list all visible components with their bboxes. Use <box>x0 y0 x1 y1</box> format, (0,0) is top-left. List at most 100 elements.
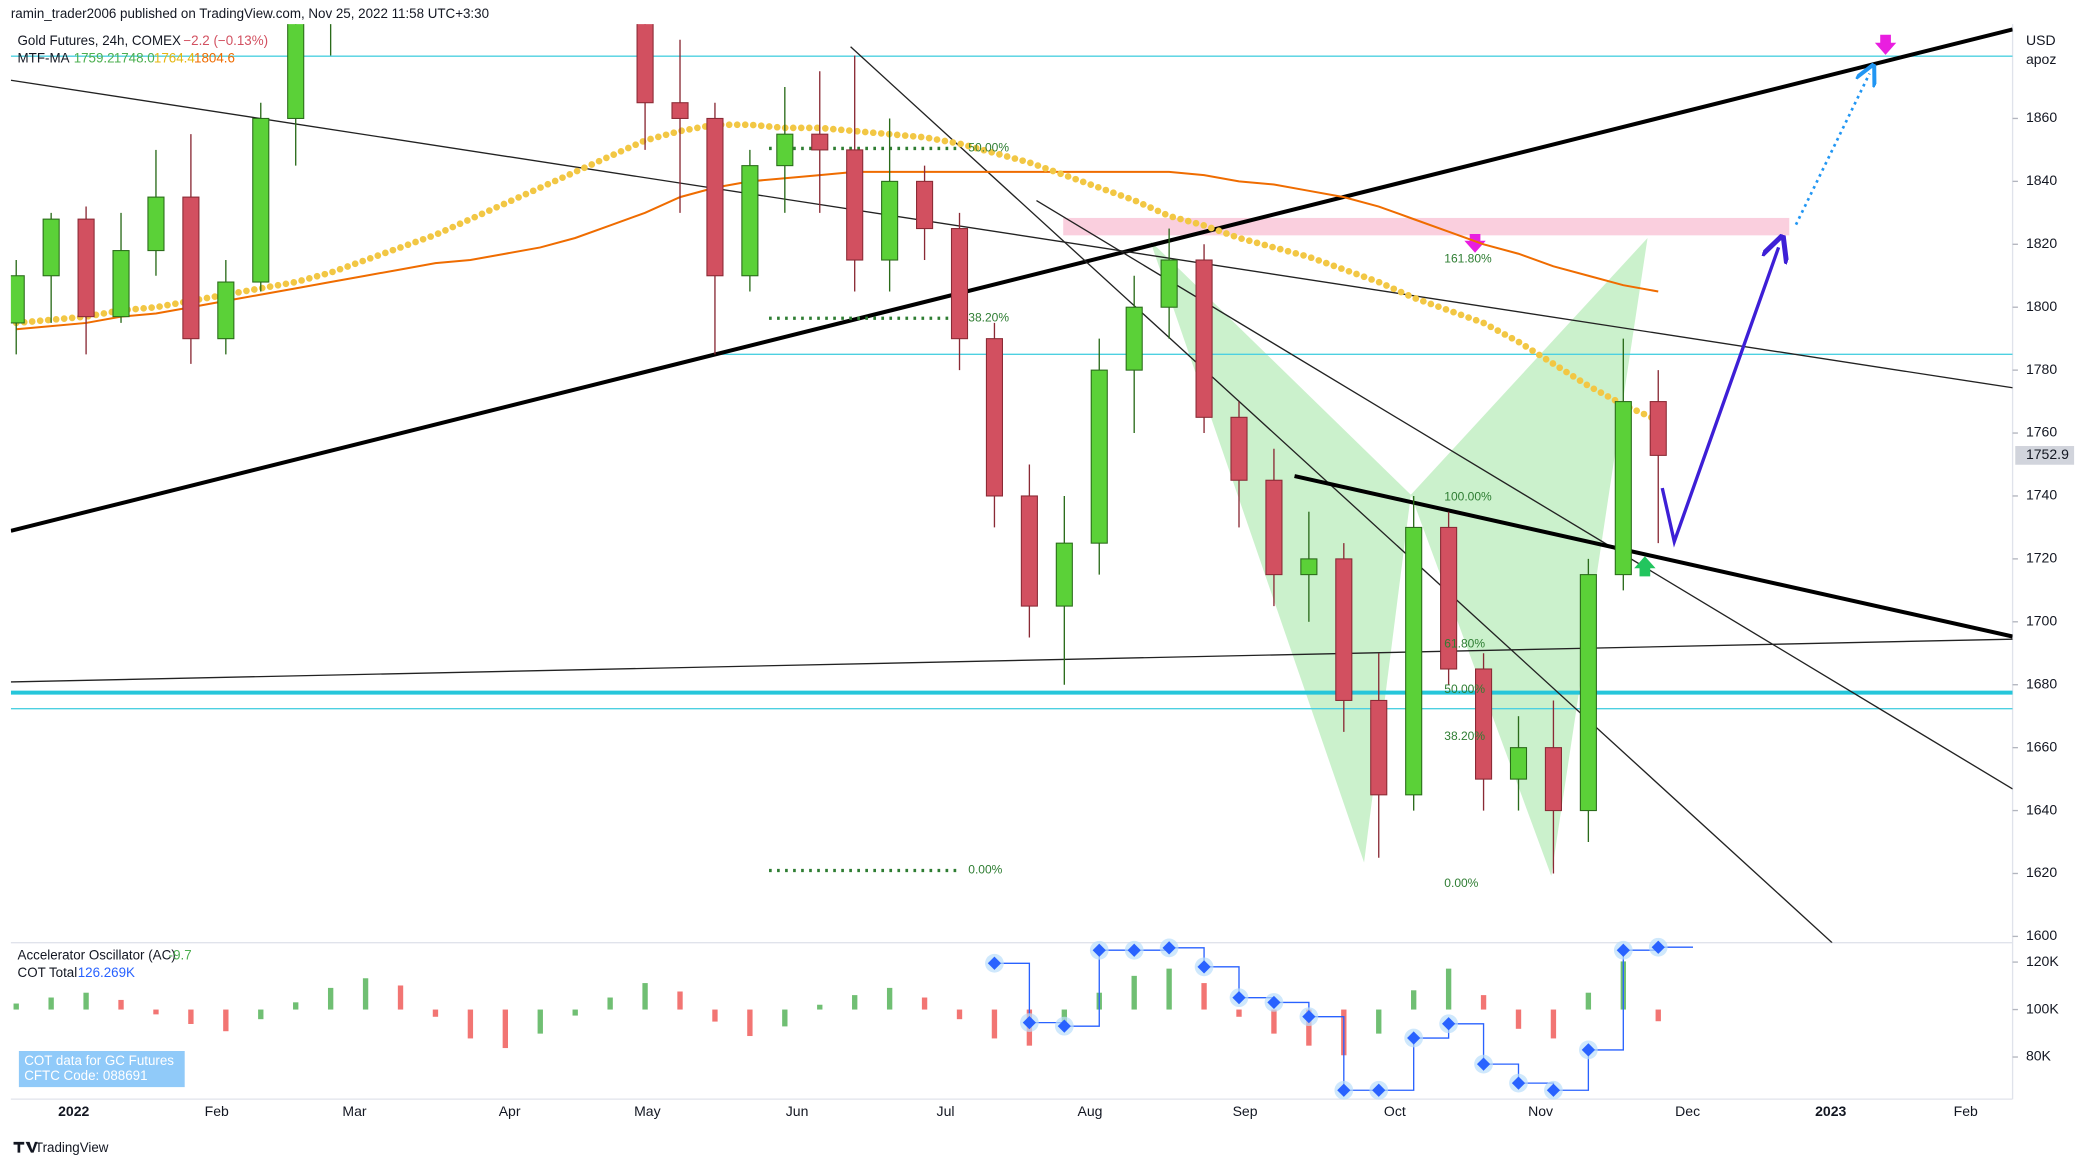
cot-point <box>1232 991 1246 1005</box>
cot-point <box>1337 1083 1351 1097</box>
candle-body <box>1020 495 1038 607</box>
cot-point <box>1476 1057 1491 1071</box>
ac-bar <box>432 1009 439 1017</box>
candle-body <box>706 117 724 277</box>
ac-bar <box>677 991 683 1010</box>
candle-body <box>112 250 130 318</box>
ac-bar <box>258 1009 264 1020</box>
ac-bar <box>991 1009 998 1039</box>
resistance-zone <box>1063 217 1790 236</box>
ac-bar <box>502 1009 509 1049</box>
ac-bar <box>1480 995 1487 1010</box>
ac-bar <box>118 999 124 1010</box>
candle-body <box>1614 401 1632 576</box>
footer: TradingView <box>35 1140 109 1155</box>
unit: apoz <box>2026 51 2056 67</box>
currency: USD <box>2026 32 2056 48</box>
mtf-label: MTF-MA <box>18 50 70 65</box>
y-tick-label: 1620 <box>2026 864 2057 880</box>
candle-body <box>1649 401 1667 456</box>
ac-bar <box>747 1009 753 1037</box>
candle-body <box>217 281 235 340</box>
y-tick-label: 1640 <box>2026 801 2057 817</box>
candle-body <box>1125 306 1143 371</box>
cot-tick-label: 100K <box>2026 1000 2059 1016</box>
cot-point <box>1092 943 1106 957</box>
cot-point <box>1581 1043 1595 1057</box>
cot-total: 126.269K <box>78 965 135 980</box>
y-tick-label: 1720 <box>2026 550 2057 566</box>
x-tick-label: Aug <box>1077 1103 1102 1119</box>
mtf-value: 1759.2 <box>74 50 115 65</box>
mtf-value: 1764.4 <box>154 50 195 65</box>
ac-bar <box>852 995 858 1010</box>
title: Gold Futures, 24h, COMEX <box>18 33 181 48</box>
fib-label: 50.00% <box>1444 682 1485 696</box>
candle-body <box>1230 416 1248 481</box>
candle-body <box>147 196 165 252</box>
ac-bar <box>467 1009 474 1039</box>
last-price-box <box>2015 446 2075 465</box>
fib-label: 61.80% <box>1444 637 1485 651</box>
ac-bar <box>537 1009 543 1034</box>
x-tick-label: Dec <box>1675 1103 1700 1119</box>
ac-bar <box>1585 992 1592 1010</box>
candle-body <box>881 180 899 261</box>
candle-body <box>10 275 25 324</box>
cot-point <box>1651 940 1665 954</box>
cot-point <box>1302 1010 1316 1024</box>
y-tick-label: 1680 <box>2026 675 2057 691</box>
candle-body <box>1055 542 1073 607</box>
ac-bar <box>362 978 369 1010</box>
ac-bar <box>1445 968 1452 1010</box>
candle-body <box>950 228 969 340</box>
fib-label: 100.00% <box>1444 490 1492 504</box>
y-tick-label: 1660 <box>2026 738 2057 754</box>
trend-line <box>10 638 2013 683</box>
candle-body <box>811 133 829 151</box>
trend-line <box>10 79 2013 389</box>
x-tick-label: Feb <box>205 1103 229 1119</box>
cot-point <box>1197 960 1211 974</box>
published: ramin_trader2006 published on TradingVie… <box>11 6 489 21</box>
ac-bar <box>1131 975 1137 1010</box>
candle-body <box>77 218 95 318</box>
fib-label: 50.00% <box>968 141 1009 155</box>
candle-body <box>1509 747 1528 780</box>
candle-body <box>985 338 1004 497</box>
ac-bar <box>223 1009 229 1032</box>
x-tick-label: Apr <box>499 1103 521 1119</box>
ac-bar <box>1271 1009 1277 1034</box>
y-tick-label: 1760 <box>2026 424 2057 440</box>
projection-arrow <box>1660 247 1778 548</box>
candle-body <box>1300 558 1318 576</box>
candle-body <box>1160 259 1178 308</box>
fib-label: 38.20% <box>968 310 1009 324</box>
cot-tick-label: 80K <box>2026 1048 2052 1064</box>
mtf-value: 1804.6 <box>194 50 235 65</box>
fib-label: 0.00% <box>968 863 1002 877</box>
candle-body <box>1195 259 1213 418</box>
y-tick-label: 1840 <box>2026 172 2057 188</box>
ac-bar <box>921 997 928 1010</box>
cot-note: CFTC Code: 088691 <box>24 1068 147 1083</box>
projection-arrow <box>1794 74 1870 226</box>
candle-body <box>252 117 270 283</box>
cot-point <box>1022 1015 1037 1030</box>
ac-bar <box>293 1002 299 1010</box>
y-tick-label: 1700 <box>2026 613 2057 629</box>
x-tick-label: 2022 <box>58 1103 89 1119</box>
ac-bar <box>712 1009 718 1022</box>
ac-bar <box>1655 1009 1661 1022</box>
candle-body <box>1544 747 1562 812</box>
candle-body <box>671 102 689 119</box>
candle-body <box>1090 369 1108 544</box>
ac-bar <box>956 1009 963 1020</box>
ac-last: -9.7 <box>169 948 192 963</box>
ac-bar <box>886 987 893 1010</box>
ac-bar <box>642 983 648 1010</box>
ac-bar <box>153 1009 159 1015</box>
y-tick-label: 1740 <box>2026 487 2057 503</box>
y-tick-label: 1860 <box>2026 109 2057 125</box>
